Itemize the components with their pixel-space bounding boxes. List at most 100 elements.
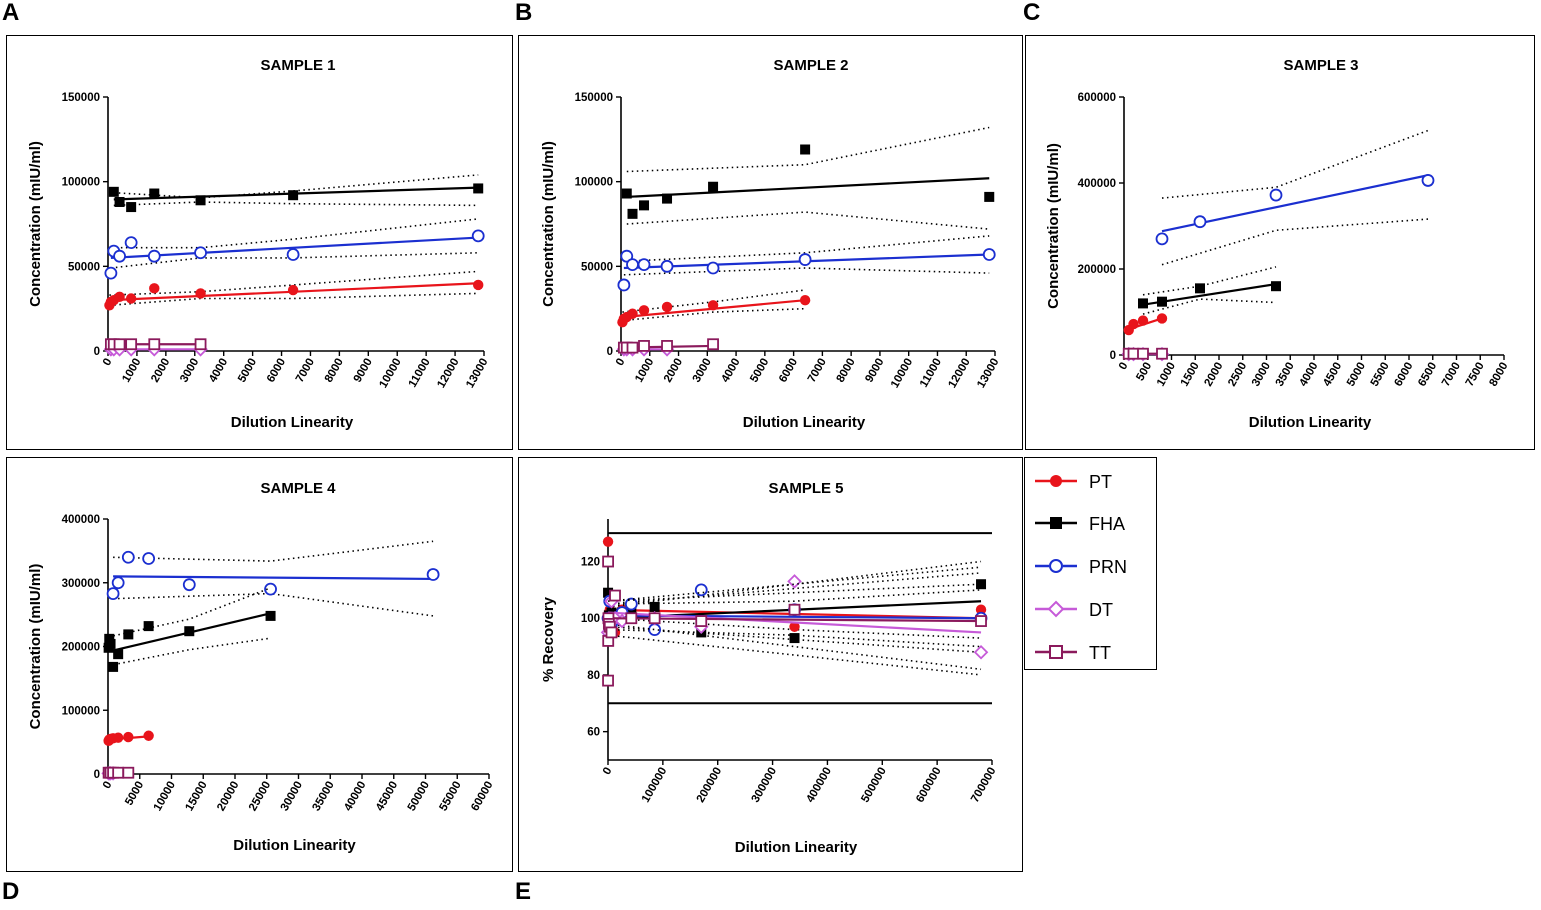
pt-marker-icon — [1035, 475, 1077, 487]
legend-label: TT — [1089, 643, 1111, 663]
data-point-prn — [1269, 188, 1283, 202]
data-point-fha — [108, 661, 119, 672]
data-point-fha — [639, 200, 650, 211]
data-point-pt — [707, 300, 719, 311]
data-point-prn — [111, 576, 125, 590]
x-tick-label: 5000 — [1345, 361, 1368, 389]
x-axis-label: Dilution Linearity — [1249, 414, 1372, 431]
confidence-band-lower — [108, 637, 271, 667]
data-point-pt — [1137, 315, 1149, 326]
data-point-fha — [976, 579, 987, 590]
y-tick-label: 100 — [581, 613, 600, 625]
data-point-fha — [1157, 296, 1167, 307]
data-point-pt — [661, 301, 673, 313]
data-point-prn — [106, 587, 120, 600]
x-tick-label: 7000 — [1440, 361, 1463, 389]
confidence-band-lower — [608, 617, 982, 639]
data-point-tt — [788, 603, 801, 616]
panel-letter-d: D — [2, 878, 20, 905]
data-point-fha — [195, 195, 206, 206]
x-tick-label: 500000 — [859, 766, 889, 805]
x-tick-label: 10000 — [152, 780, 178, 814]
legend-item-tt: TT — [1025, 637, 1155, 667]
regression-line — [113, 575, 434, 581]
confidence-band-upper — [1161, 129, 1429, 199]
data-point-fha — [113, 649, 124, 660]
legend-label: DT — [1089, 600, 1113, 620]
fha-marker-icon — [1035, 517, 1077, 529]
data-point-tt — [707, 338, 719, 351]
data-point-fha — [621, 188, 632, 199]
data-point-prn — [142, 552, 156, 565]
data-point-tt — [125, 338, 138, 351]
data-point-fha — [984, 191, 995, 202]
y-tick-label: 400000 — [1078, 178, 1116, 190]
x-tick-label: 3000 — [178, 357, 201, 385]
legend: PT FHA PRN DT TT — [1024, 457, 1157, 670]
regression-line — [626, 177, 990, 199]
chart-d: SAMPLE 4 0 100000 200000 300000 400000 0 5000 10… — [27, 480, 496, 854]
data-point-prn — [626, 258, 639, 272]
legend-item-fha: FHA — [1025, 508, 1155, 538]
y-tick-label: 0 — [1110, 350, 1116, 362]
data-point-prn — [694, 583, 708, 597]
x-tick-label: 0 — [101, 780, 115, 792]
data-point-prn — [471, 229, 485, 243]
legend-item-pt: PT — [1025, 466, 1155, 496]
data-point-fha — [126, 202, 137, 213]
x-tick-label: 500 — [1134, 361, 1154, 384]
data-point-fha — [288, 190, 299, 201]
y-tick-label: 50000 — [581, 261, 613, 273]
x-tick-label: 400000 — [804, 766, 834, 805]
x-tick-label: 6500 — [1416, 361, 1439, 389]
x-tick-label: 2000 — [1202, 361, 1225, 389]
x-axis-label: Dilution Linearity — [743, 414, 866, 431]
x-tick-label: 5500 — [1369, 361, 1392, 389]
prn-marker-icon — [1035, 559, 1077, 573]
data-point-prn — [104, 266, 118, 280]
legend-label: FHA — [1089, 514, 1125, 534]
x-axis-label: Dilution Linearity — [231, 414, 354, 431]
confidence-band-upper — [608, 589, 982, 605]
x-tick-label: 9000 — [863, 357, 886, 385]
x-tick-label: 1500 — [1179, 361, 1202, 389]
y-tick-label: 50000 — [68, 261, 100, 273]
confidence-band-upper — [608, 583, 982, 602]
x-tick-label: 2000 — [662, 357, 685, 385]
data-point-tt — [122, 766, 135, 779]
x-tick-label: 700000 — [969, 766, 999, 805]
data-point-tt — [605, 626, 618, 639]
y-tick-label: 200000 — [1078, 264, 1116, 276]
data-point-pt — [473, 279, 484, 291]
series-tt — [102, 766, 135, 779]
panel-frame-d — [6, 457, 513, 872]
data-point-tt — [625, 612, 638, 625]
data-point-fha — [108, 186, 119, 197]
data-point-pt — [125, 293, 137, 304]
y-axis-label: Concentration (mIU/ml) — [27, 141, 44, 307]
data-point-fha — [123, 629, 134, 640]
x-tick-label: 0 — [601, 766, 615, 778]
x-tick-label: 10000 — [377, 357, 403, 391]
confidence-band-lower — [623, 267, 990, 276]
data-point-tt — [602, 674, 614, 687]
data-point-pt — [627, 308, 638, 319]
data-point-fha — [800, 144, 811, 155]
data-point-prn — [121, 550, 135, 564]
data-point-fha — [627, 208, 638, 219]
chart-b: SAMPLE 2 0 50000 100000 150000 0 1000 2000 3000 4… — [540, 57, 1002, 431]
data-point-pt — [602, 536, 614, 547]
data-point-prn — [286, 248, 300, 261]
x-tick-label: 200000 — [695, 766, 725, 805]
data-point-pt — [195, 288, 206, 299]
tt-marker-icon — [1035, 645, 1077, 659]
legend-item-dt: DT — [1025, 594, 1155, 624]
y-axis-label: Concentration (mIU/ml) — [540, 141, 557, 307]
data-point-prn — [624, 597, 638, 611]
data-point-tt — [113, 338, 126, 351]
data-point-tt — [975, 615, 987, 627]
x-tick-label: 50000 — [406, 780, 432, 814]
x-tick-label: 4000 — [207, 357, 230, 385]
data-point-prn — [194, 246, 207, 260]
data-point-prn — [426, 568, 440, 581]
